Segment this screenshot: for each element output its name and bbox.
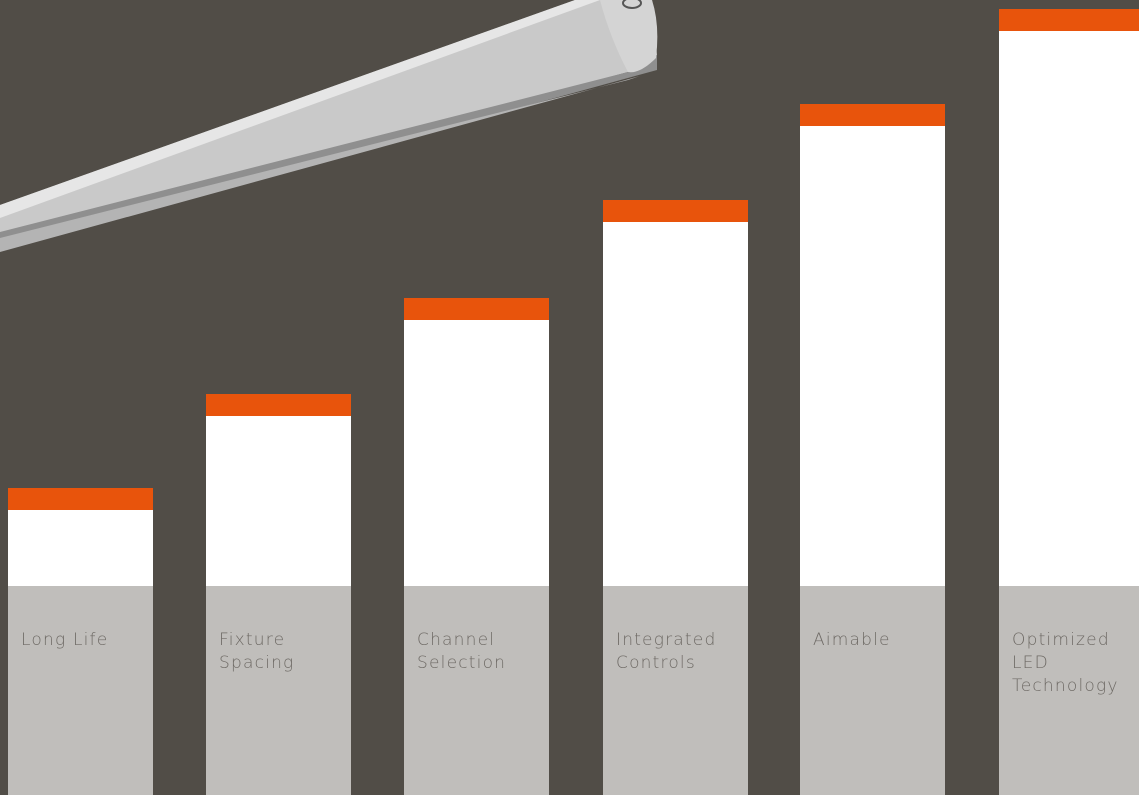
white-bar [999,31,1139,586]
label-panel: Long Life [8,586,153,795]
white-bar [8,510,153,586]
feature-column-3: Channel Selection [404,298,549,795]
orange-cap [603,200,748,222]
orange-cap [206,394,351,416]
feature-label: Optimized LED Technology [1012,630,1119,696]
orange-cap [8,488,153,510]
feature-label: Channel Selection [417,630,507,673]
white-bar [206,416,351,586]
feature-label: Fixture Spacing [219,630,295,673]
orange-cap [999,9,1139,31]
label-panel: Channel Selection [404,586,549,795]
label-panel: Optimized LED Technology [999,586,1139,795]
white-bar [800,126,945,586]
label-panel: Aimable [800,586,945,795]
light-fixture-image [0,0,658,252]
feature-column-6: Optimized LED Technology [999,9,1139,795]
feature-label: Integrated Controls [616,630,717,673]
feature-label: Aimable [813,630,891,650]
white-bar [603,222,748,586]
orange-cap [800,104,945,126]
feature-column-5: Aimable [800,104,945,795]
feature-column-2: Fixture Spacing [206,394,351,795]
label-panel: Integrated Controls [603,586,748,795]
orange-cap [404,298,549,320]
feature-column-4: Integrated Controls [603,200,748,795]
feature-column-1: Long Life [8,488,153,795]
feature-label: Long Life [21,630,109,650]
label-panel: Fixture Spacing [206,586,351,795]
white-bar [404,320,549,586]
